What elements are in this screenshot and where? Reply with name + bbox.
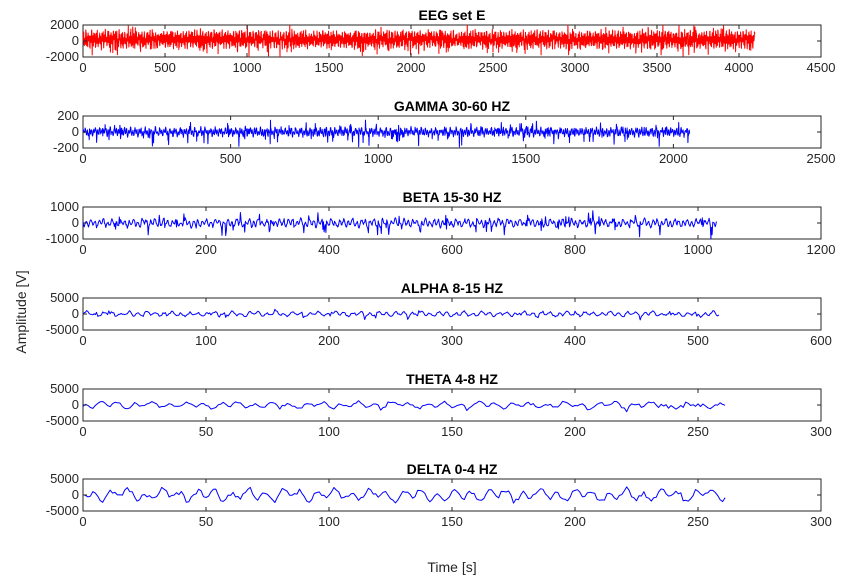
x-tick-label: 50: [199, 424, 213, 439]
subplot-title: BETA 15-30 HZ: [403, 189, 502, 205]
subplot-title: ALPHA 8-15 HZ: [401, 280, 504, 296]
x-tick-label: 1000: [684, 242, 713, 257]
y-tick-label: 0: [72, 306, 79, 321]
x-tick-label: 200: [195, 242, 217, 257]
y-tick-label: -5000: [46, 322, 79, 337]
y-tick-label: -200: [53, 140, 79, 155]
x-tick-label: 1000: [364, 151, 393, 166]
x-tick-label: 800: [564, 242, 586, 257]
x-tick-label: 100: [195, 333, 217, 348]
x-tick-label: 200: [318, 333, 340, 348]
subplot-3: BETA 15-30 HZ 0 200 400 600 800 1000 1200 -10000…: [46, 189, 836, 257]
x-tick-label: 4500: [807, 60, 836, 75]
x-tick-label: 600: [441, 242, 463, 257]
x-tick-label: 2000: [397, 60, 426, 75]
x-tick-label: 200: [564, 424, 586, 439]
x-tick-label: 0: [79, 60, 86, 75]
subplot-title: DELTA 0-4 HZ: [407, 461, 498, 477]
subplot-title: EEG set E: [419, 7, 486, 23]
signal-line: [82, 210, 717, 240]
subplot-1: EEG set E 0 500 1000 1500 2000 2500 3000 3500 400…: [46, 7, 836, 75]
y-tick-label: 0: [72, 33, 79, 48]
x-tick-label: 250: [687, 424, 709, 439]
y-tick-label: 5000: [50, 290, 79, 305]
signal-line: [82, 119, 691, 148]
x-tick-label: 0: [79, 151, 86, 166]
x-tick-label: 50: [199, 514, 213, 529]
y-tick-label: 200: [57, 108, 79, 123]
y-tick-label: 5000: [50, 471, 79, 486]
x-tick-label: 100: [318, 424, 340, 439]
x-tick-label: 150: [441, 514, 463, 529]
x-tick-label: 3000: [561, 60, 590, 75]
x-axis-label: Time [s]: [427, 559, 476, 575]
y-tick-label: 0: [72, 215, 79, 230]
x-tick-label: 300: [441, 333, 463, 348]
x-tick-label: 1500: [511, 151, 540, 166]
x-tick-label: 0: [79, 514, 86, 529]
y-tick-label: 0: [72, 397, 79, 412]
signal-line: [82, 24, 756, 58]
subplot-4: ALPHA 8-15 HZ0 100 200 300 400 500 600-5000050…: [46, 280, 832, 348]
x-tick-label: 1500: [315, 60, 344, 75]
y-tick-label: 0: [72, 124, 79, 139]
x-tick-label: 2500: [479, 60, 508, 75]
signal-line: [82, 400, 726, 413]
subplot-stack: EEG set E0 500 1000 1500 2000 2500 3000 3500 400…: [46, 7, 836, 529]
x-tick-label: 0: [79, 242, 86, 257]
x-tick-label: 0: [79, 333, 86, 348]
y-tick-label: -5000: [46, 413, 79, 428]
signal-line: [82, 486, 726, 504]
x-tick-label: 300: [810, 514, 832, 529]
y-tick-label: 5000: [50, 381, 79, 396]
subplot-2: GAMMA 30-60 HZ0 500 1000 1500 2000 2500-20002…: [53, 98, 835, 166]
x-tick-label: 2000: [659, 151, 688, 166]
y-tick-label: -2000: [46, 49, 79, 64]
x-tick-label: 1200: [807, 242, 836, 257]
x-tick-label: 500: [154, 60, 176, 75]
y-tick-label: 0: [72, 487, 79, 502]
x-tick-label: 2500: [807, 151, 836, 166]
x-tick-label: 4000: [725, 60, 754, 75]
y-tick-label: 1000: [50, 199, 79, 214]
y-tick-label: -1000: [46, 231, 79, 246]
x-tick-label: 3500: [643, 60, 672, 75]
y-tick-label: 2000: [50, 17, 79, 32]
x-tick-label: 150: [441, 424, 463, 439]
y-tick-label: -5000: [46, 503, 79, 518]
y-axis-label: Amplitude [V]: [13, 270, 29, 353]
subplot-title: GAMMA 30-60 HZ: [394, 98, 511, 114]
x-tick-label: 600: [810, 333, 832, 348]
x-tick-label: 300: [810, 424, 832, 439]
x-tick-label: 250: [687, 514, 709, 529]
x-tick-label: 100: [318, 514, 340, 529]
x-tick-label: 1000: [233, 60, 262, 75]
subplot-title: THETA 4-8 HZ: [406, 371, 498, 387]
x-tick-label: 500: [687, 333, 709, 348]
x-tick-label: 400: [564, 333, 586, 348]
x-tick-label: 200: [564, 514, 586, 529]
signal-line: [82, 308, 720, 321]
x-tick-label: 0: [79, 424, 86, 439]
x-tick-label: 400: [318, 242, 340, 257]
x-tick-label: 500: [220, 151, 242, 166]
